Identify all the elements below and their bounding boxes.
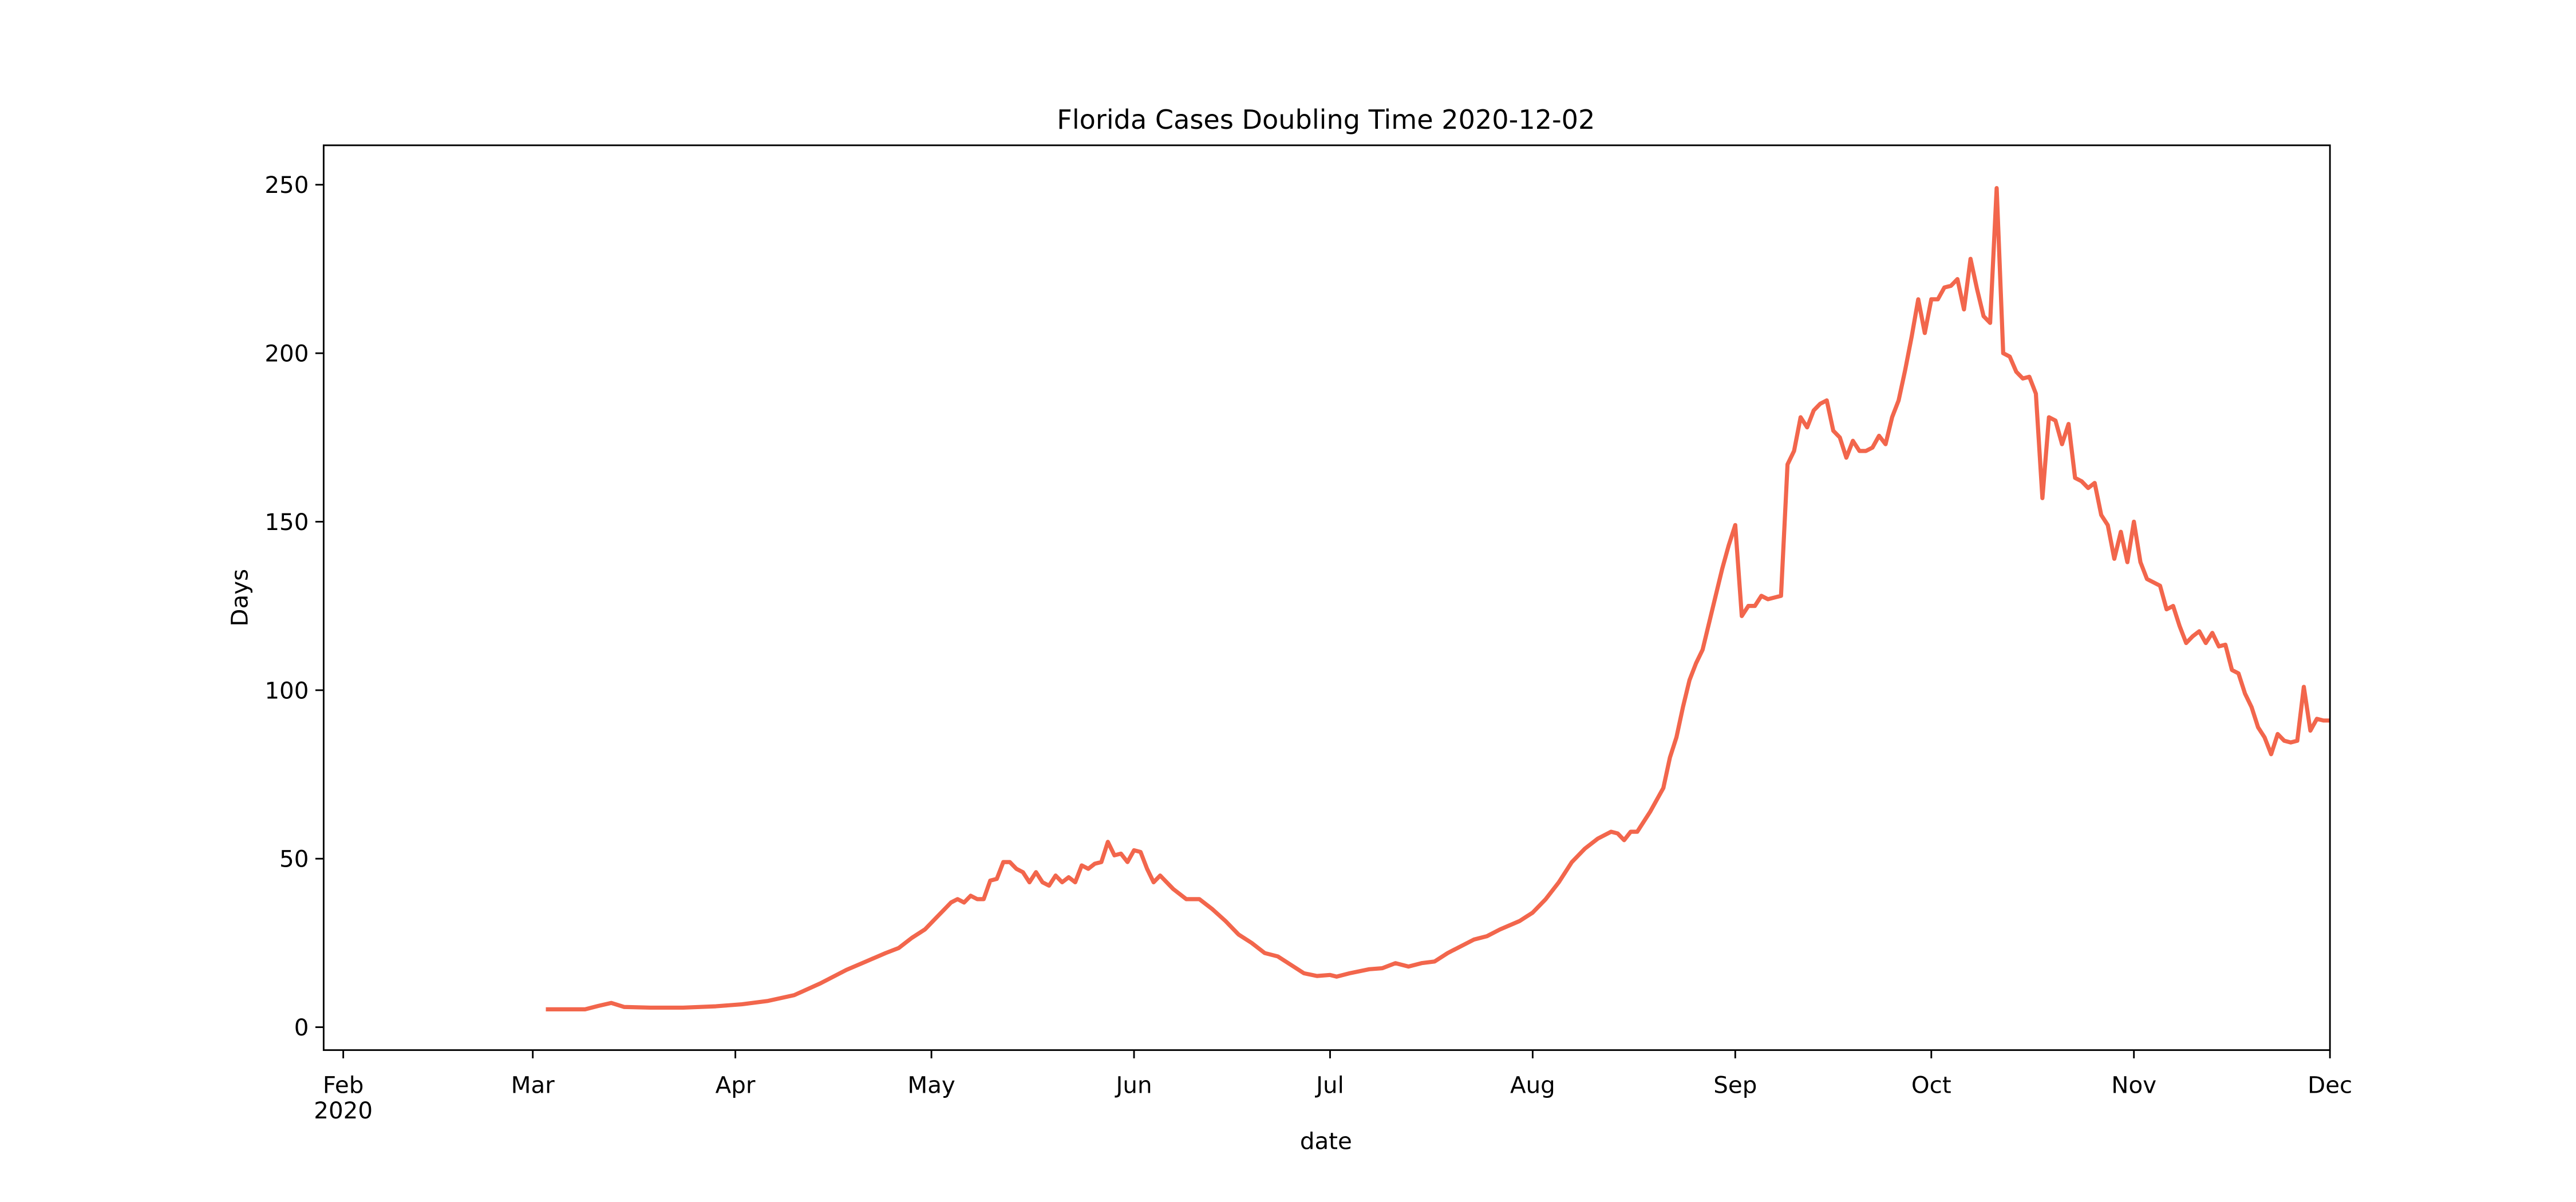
- x-tick-label: Mar: [511, 1072, 555, 1099]
- x-tick-label: May: [907, 1072, 955, 1099]
- chart-title: Florida Cases Doubling Time 2020-12-02: [1057, 104, 1595, 135]
- x-axis-label: date: [1300, 1128, 1352, 1155]
- x-tick-label: Oct: [1911, 1072, 1951, 1099]
- y-tick-label: 250: [264, 172, 309, 199]
- x-tick-label: Nov: [2111, 1072, 2156, 1099]
- x-tick-label: Apr: [716, 1072, 756, 1099]
- y-tick-label: 150: [264, 509, 309, 536]
- y-tick-label: 200: [264, 341, 309, 367]
- y-tick-label: 0: [294, 1014, 309, 1041]
- data-line: [546, 186, 2330, 1011]
- x-tick-label: Feb 2020: [314, 1072, 373, 1124]
- y-tick-label: 50: [279, 846, 309, 873]
- x-tick-label: Dec: [2308, 1072, 2352, 1099]
- x-tick-label: Aug: [1510, 1072, 1555, 1099]
- x-tick-label: Jul: [1314, 1072, 1344, 1099]
- y-axis-label: Days: [227, 569, 254, 627]
- x-tick-label: Jun: [1114, 1072, 1152, 1099]
- y-tick-label: 100: [264, 677, 309, 704]
- plot-frame: [322, 144, 2331, 1051]
- x-tick-label: Sep: [1713, 1072, 1757, 1099]
